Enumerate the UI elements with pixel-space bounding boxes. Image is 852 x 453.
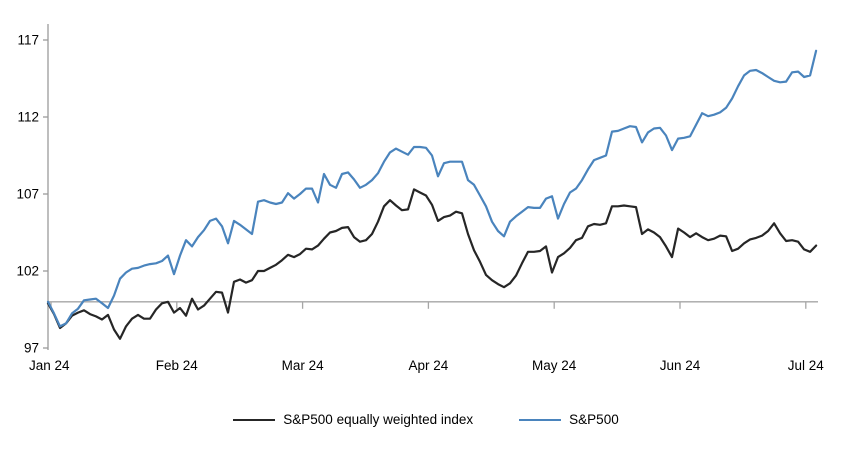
sp500-series-line bbox=[46, 49, 818, 328]
x-axis-tick-label: Jan 24 bbox=[29, 358, 70, 373]
y-axis-tick-label: 117 bbox=[17, 33, 39, 48]
equal-weight-series-line bbox=[46, 188, 818, 340]
legend-item-sp500: S&P500 bbox=[519, 412, 619, 427]
y-axis-tick-label: 97 bbox=[24, 341, 39, 356]
equal-weight-line-swatch bbox=[233, 418, 276, 421]
legend-label-sp500: S&P500 bbox=[569, 412, 619, 427]
y-axis-tick-label: 112 bbox=[17, 110, 39, 125]
sp500-line-swatch bbox=[519, 418, 562, 421]
x-axis-tick-label: Apr 24 bbox=[409, 358, 449, 373]
x-axis-tick-label: Jul 24 bbox=[788, 358, 825, 373]
x-axis-tick-label: Feb 24 bbox=[156, 358, 199, 373]
legend-label-equal-weight: S&P500 equally weighted index bbox=[283, 412, 474, 427]
x-axis-tick-label: May 24 bbox=[532, 358, 577, 373]
chart-legend: S&P500 equally weighted index S&P500 bbox=[0, 412, 852, 427]
y-axis-tick-label: 102 bbox=[16, 264, 39, 279]
x-axis-tick-label: Jun 24 bbox=[660, 358, 701, 373]
y-axis-tick-label: 107 bbox=[16, 187, 39, 202]
x-axis-tick-label: Mar 24 bbox=[282, 358, 325, 373]
legend-item-equal-weight: S&P500 equally weighted index bbox=[233, 412, 473, 427]
